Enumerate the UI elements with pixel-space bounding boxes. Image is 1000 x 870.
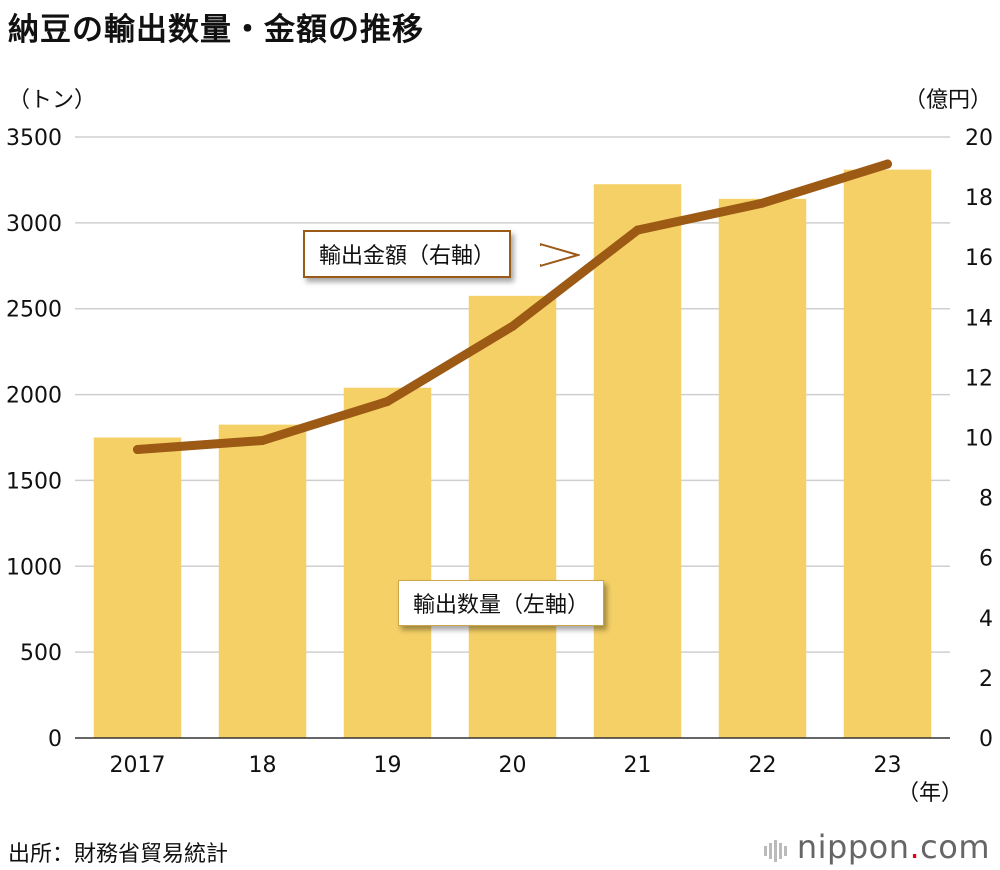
bar-2017 bbox=[93, 437, 182, 738]
x-tick-label: 21 bbox=[624, 753, 652, 778]
left-axis-ticks: 0 500 1000 1500 2000 2500 3000 3500 bbox=[6, 126, 62, 752]
right-tick-label: 2 bbox=[979, 667, 993, 692]
right-tick-label: 10 bbox=[965, 427, 993, 452]
right-tick-label: 12 bbox=[965, 366, 993, 391]
left-tick-label: 1500 bbox=[6, 469, 62, 494]
x-tick-label: 18 bbox=[249, 753, 277, 778]
right-axis-unit: （億円） bbox=[903, 88, 992, 113]
line-point-18 bbox=[258, 436, 267, 446]
bar-19 bbox=[343, 387, 432, 738]
line-point-2017 bbox=[133, 445, 142, 455]
logo-text: nippon bbox=[796, 828, 910, 866]
right-tick-label: 20 bbox=[965, 126, 993, 151]
bar-22 bbox=[718, 198, 807, 738]
chart-title: 納豆の輸出数量・金額の推移 bbox=[8, 12, 424, 48]
right-tick-label: 16 bbox=[965, 246, 993, 271]
right-tick-label: 8 bbox=[979, 487, 993, 512]
line-point-19 bbox=[383, 396, 392, 406]
line-series-label: 輸出金額（右軸） bbox=[303, 230, 512, 278]
line-point-22 bbox=[758, 198, 767, 208]
logo-bars-icon bbox=[763, 830, 789, 868]
x-tick-label: 23 bbox=[874, 753, 902, 778]
x-axis-unit: （年） bbox=[897, 781, 963, 806]
bar-series-label: 輸出数量（左軸） bbox=[398, 580, 605, 626]
line-point-21 bbox=[633, 225, 642, 235]
source-note: 出所：財務省貿易統計 bbox=[8, 842, 229, 867]
x-tick-label: 22 bbox=[749, 753, 777, 778]
right-tick-label: 0 bbox=[979, 727, 993, 752]
left-tick-label: 2000 bbox=[6, 384, 62, 409]
logo-tld: com bbox=[920, 828, 990, 866]
callout-pointer-icon bbox=[540, 242, 580, 268]
right-tick-label: 18 bbox=[965, 186, 993, 211]
bar-21 bbox=[593, 184, 682, 738]
line-series bbox=[133, 159, 892, 455]
right-tick-label: 6 bbox=[979, 547, 993, 572]
left-tick-label: 500 bbox=[20, 641, 62, 666]
x-axis-ticks: 2017 18 19 20 21 22 23 bbox=[110, 753, 902, 778]
bar-20 bbox=[468, 295, 557, 738]
line-point-23 bbox=[883, 159, 892, 169]
bar-23 bbox=[843, 169, 932, 738]
left-tick-label: 2500 bbox=[6, 298, 62, 323]
right-tick-label: 4 bbox=[979, 607, 993, 632]
x-tick-label: 19 bbox=[374, 753, 402, 778]
bar-series bbox=[93, 169, 932, 738]
left-tick-label: 1000 bbox=[6, 555, 62, 580]
right-axis-ticks: 0 2 4 6 8 10 12 14 16 18 20 bbox=[965, 126, 993, 752]
nippon-logo: nippon.com bbox=[763, 828, 990, 868]
line-point-20 bbox=[508, 321, 517, 331]
left-axis-unit: （トン） bbox=[8, 88, 97, 113]
right-tick-label: 14 bbox=[965, 306, 993, 331]
x-tick-label: 2017 bbox=[110, 753, 166, 778]
left-tick-label: 0 bbox=[48, 727, 62, 752]
left-tick-label: 3000 bbox=[6, 212, 62, 237]
bar-18 bbox=[218, 424, 307, 738]
logo-dot: . bbox=[909, 828, 921, 866]
left-tick-label: 3500 bbox=[6, 126, 62, 151]
x-tick-label: 20 bbox=[499, 753, 527, 778]
